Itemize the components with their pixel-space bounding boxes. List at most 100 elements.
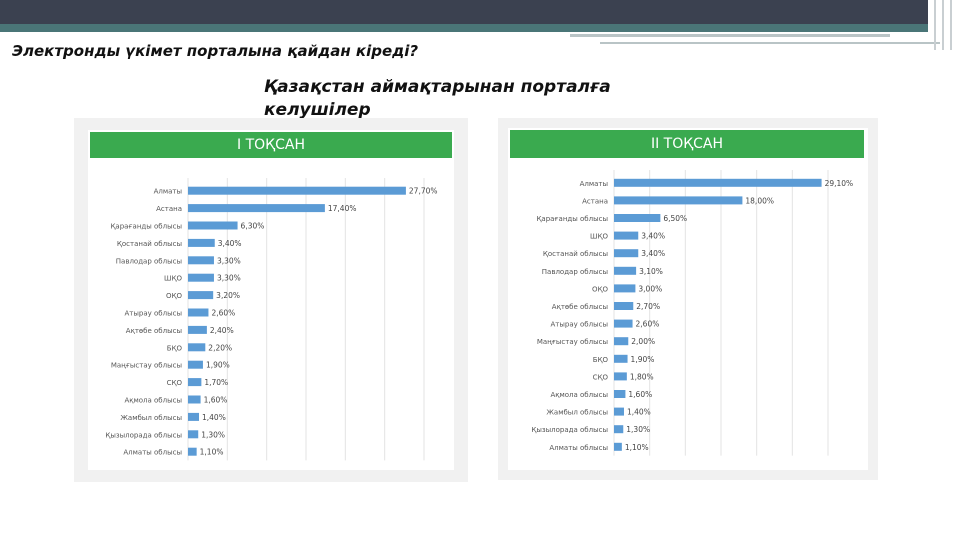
page-subtitle: Қазақстан аймақтарынан порталға келушіле…	[264, 77, 611, 120]
chart-title-q2: II ТОҚСАН	[510, 130, 864, 158]
bar	[188, 204, 325, 213]
category-label: Маңғыстау облысы	[111, 362, 182, 370]
data-label: 1,10%	[200, 448, 224, 457]
data-label: 3,20%	[216, 291, 240, 300]
data-label: 6,30%	[241, 222, 265, 231]
category-label: Атырау облысы	[551, 321, 608, 329]
category-label: Жамбыл облысы	[120, 414, 182, 422]
bar	[614, 390, 626, 398]
data-label: 1,30%	[201, 430, 225, 439]
data-label: 17,40%	[328, 204, 357, 213]
top-banner	[0, 0, 960, 50]
category-label: БҚО	[593, 356, 609, 364]
data-label: 1,40%	[627, 408, 651, 417]
category-label: Алматы облысы	[123, 449, 182, 457]
data-label: 3,30%	[217, 274, 241, 283]
data-label: 27,70%	[409, 187, 438, 196]
category-label: Алматы облысы	[549, 444, 608, 452]
banner-divider	[942, 0, 944, 50]
data-label: 1,80%	[630, 372, 654, 381]
bar	[614, 178, 822, 187]
chart-panel-q1: I ТОҚСАН Алматы 27,70% Астана 17,40% Қараған…	[74, 118, 468, 482]
category-label: БҚО	[167, 344, 183, 352]
bar	[188, 360, 203, 369]
category-label: СҚО	[593, 373, 609, 381]
bar	[614, 319, 633, 328]
category-label: ШҚО	[164, 275, 182, 283]
bar	[614, 407, 624, 416]
data-label: 2,60%	[211, 309, 235, 318]
category-label: Астана	[156, 205, 182, 213]
bar	[188, 291, 214, 300]
chart-title-q1: I ТОҚСАН	[90, 132, 452, 158]
bar	[188, 256, 214, 265]
bar	[614, 196, 743, 205]
data-label: 2,70%	[636, 302, 660, 311]
bar	[188, 343, 206, 352]
data-label: 3,40%	[641, 232, 665, 241]
data-label: 3,00%	[638, 284, 662, 293]
category-label: Қызылорада облысы	[105, 431, 182, 439]
data-label: 1,60%	[204, 396, 228, 405]
bar	[614, 231, 639, 240]
data-label: 18,00%	[745, 196, 774, 205]
category-label: СҚО	[167, 379, 183, 387]
category-label: Алматы	[580, 180, 608, 188]
bar-chart-q1: Алматы 27,70% Астана 17,40% Қарағанды облысы…	[105, 178, 438, 461]
chart-panel-inner: II ТОҚСАН Алматы 29,10% Астана 18,00% Қараға…	[508, 128, 868, 470]
data-label: 6,50%	[663, 214, 687, 223]
category-label: Қызылорада облысы	[531, 426, 608, 434]
bar	[614, 442, 622, 451]
bar	[188, 308, 209, 317]
bar	[614, 354, 628, 363]
data-label: 1,90%	[206, 361, 230, 370]
chart-panel-inner: I ТОҚСАН Алматы 27,70% Астана 17,40% Қараған…	[88, 130, 454, 470]
banner-divider	[934, 0, 936, 50]
bar	[188, 238, 215, 247]
data-label: 3,40%	[641, 249, 665, 258]
banner-dark-strip	[0, 0, 928, 24]
chart-panel-q2: II ТОҚСАН Алматы 29,10% Астана 18,00% Қараға…	[498, 118, 878, 480]
data-label: 2,60%	[636, 320, 660, 329]
category-label: Қостанай облысы	[543, 250, 608, 258]
bar	[614, 372, 627, 381]
data-label: 1,70%	[204, 378, 228, 387]
bar	[614, 266, 637, 275]
data-label: 29,10%	[825, 179, 854, 188]
data-label: 2,00%	[631, 337, 655, 346]
bar	[188, 395, 201, 404]
category-label: Ақтөбе облысы	[126, 327, 182, 335]
category-label: Астана	[582, 197, 608, 205]
banner-line	[600, 42, 940, 44]
page-title: Электронды үкімет порталына қайдан кіред…	[12, 42, 419, 60]
category-label: ОҚО	[592, 285, 608, 293]
data-label: 1,10%	[625, 443, 649, 452]
category-label: Алматы	[154, 188, 182, 196]
category-label: Жамбыл облысы	[546, 409, 608, 417]
bar	[188, 186, 406, 195]
category-label: ОҚО	[166, 292, 182, 300]
bar	[188, 325, 207, 334]
banner-line	[570, 34, 890, 37]
category-label: Ақмола облысы	[550, 391, 608, 399]
data-label: 2,20%	[208, 343, 232, 352]
category-label: ШҚО	[590, 233, 608, 241]
data-label: 1,30%	[626, 425, 650, 434]
bar	[188, 221, 238, 230]
banner-divider	[950, 0, 952, 50]
data-label: 3,10%	[639, 267, 663, 276]
data-label: 3,40%	[218, 239, 242, 248]
bar	[188, 412, 200, 421]
category-label: Ақмола облысы	[124, 397, 182, 405]
data-label: 2,40%	[210, 326, 234, 335]
category-label: Ақтөбе облысы	[552, 303, 608, 311]
category-label: Қарағанды облысы	[110, 223, 182, 231]
bar	[614, 302, 634, 310]
bar	[614, 249, 639, 258]
bar	[188, 447, 197, 456]
category-label: Павлодар облысы	[542, 268, 608, 276]
bar	[614, 284, 636, 293]
bar	[188, 273, 214, 282]
bar	[614, 214, 661, 222]
category-label: Маңғыстау облысы	[537, 338, 608, 346]
